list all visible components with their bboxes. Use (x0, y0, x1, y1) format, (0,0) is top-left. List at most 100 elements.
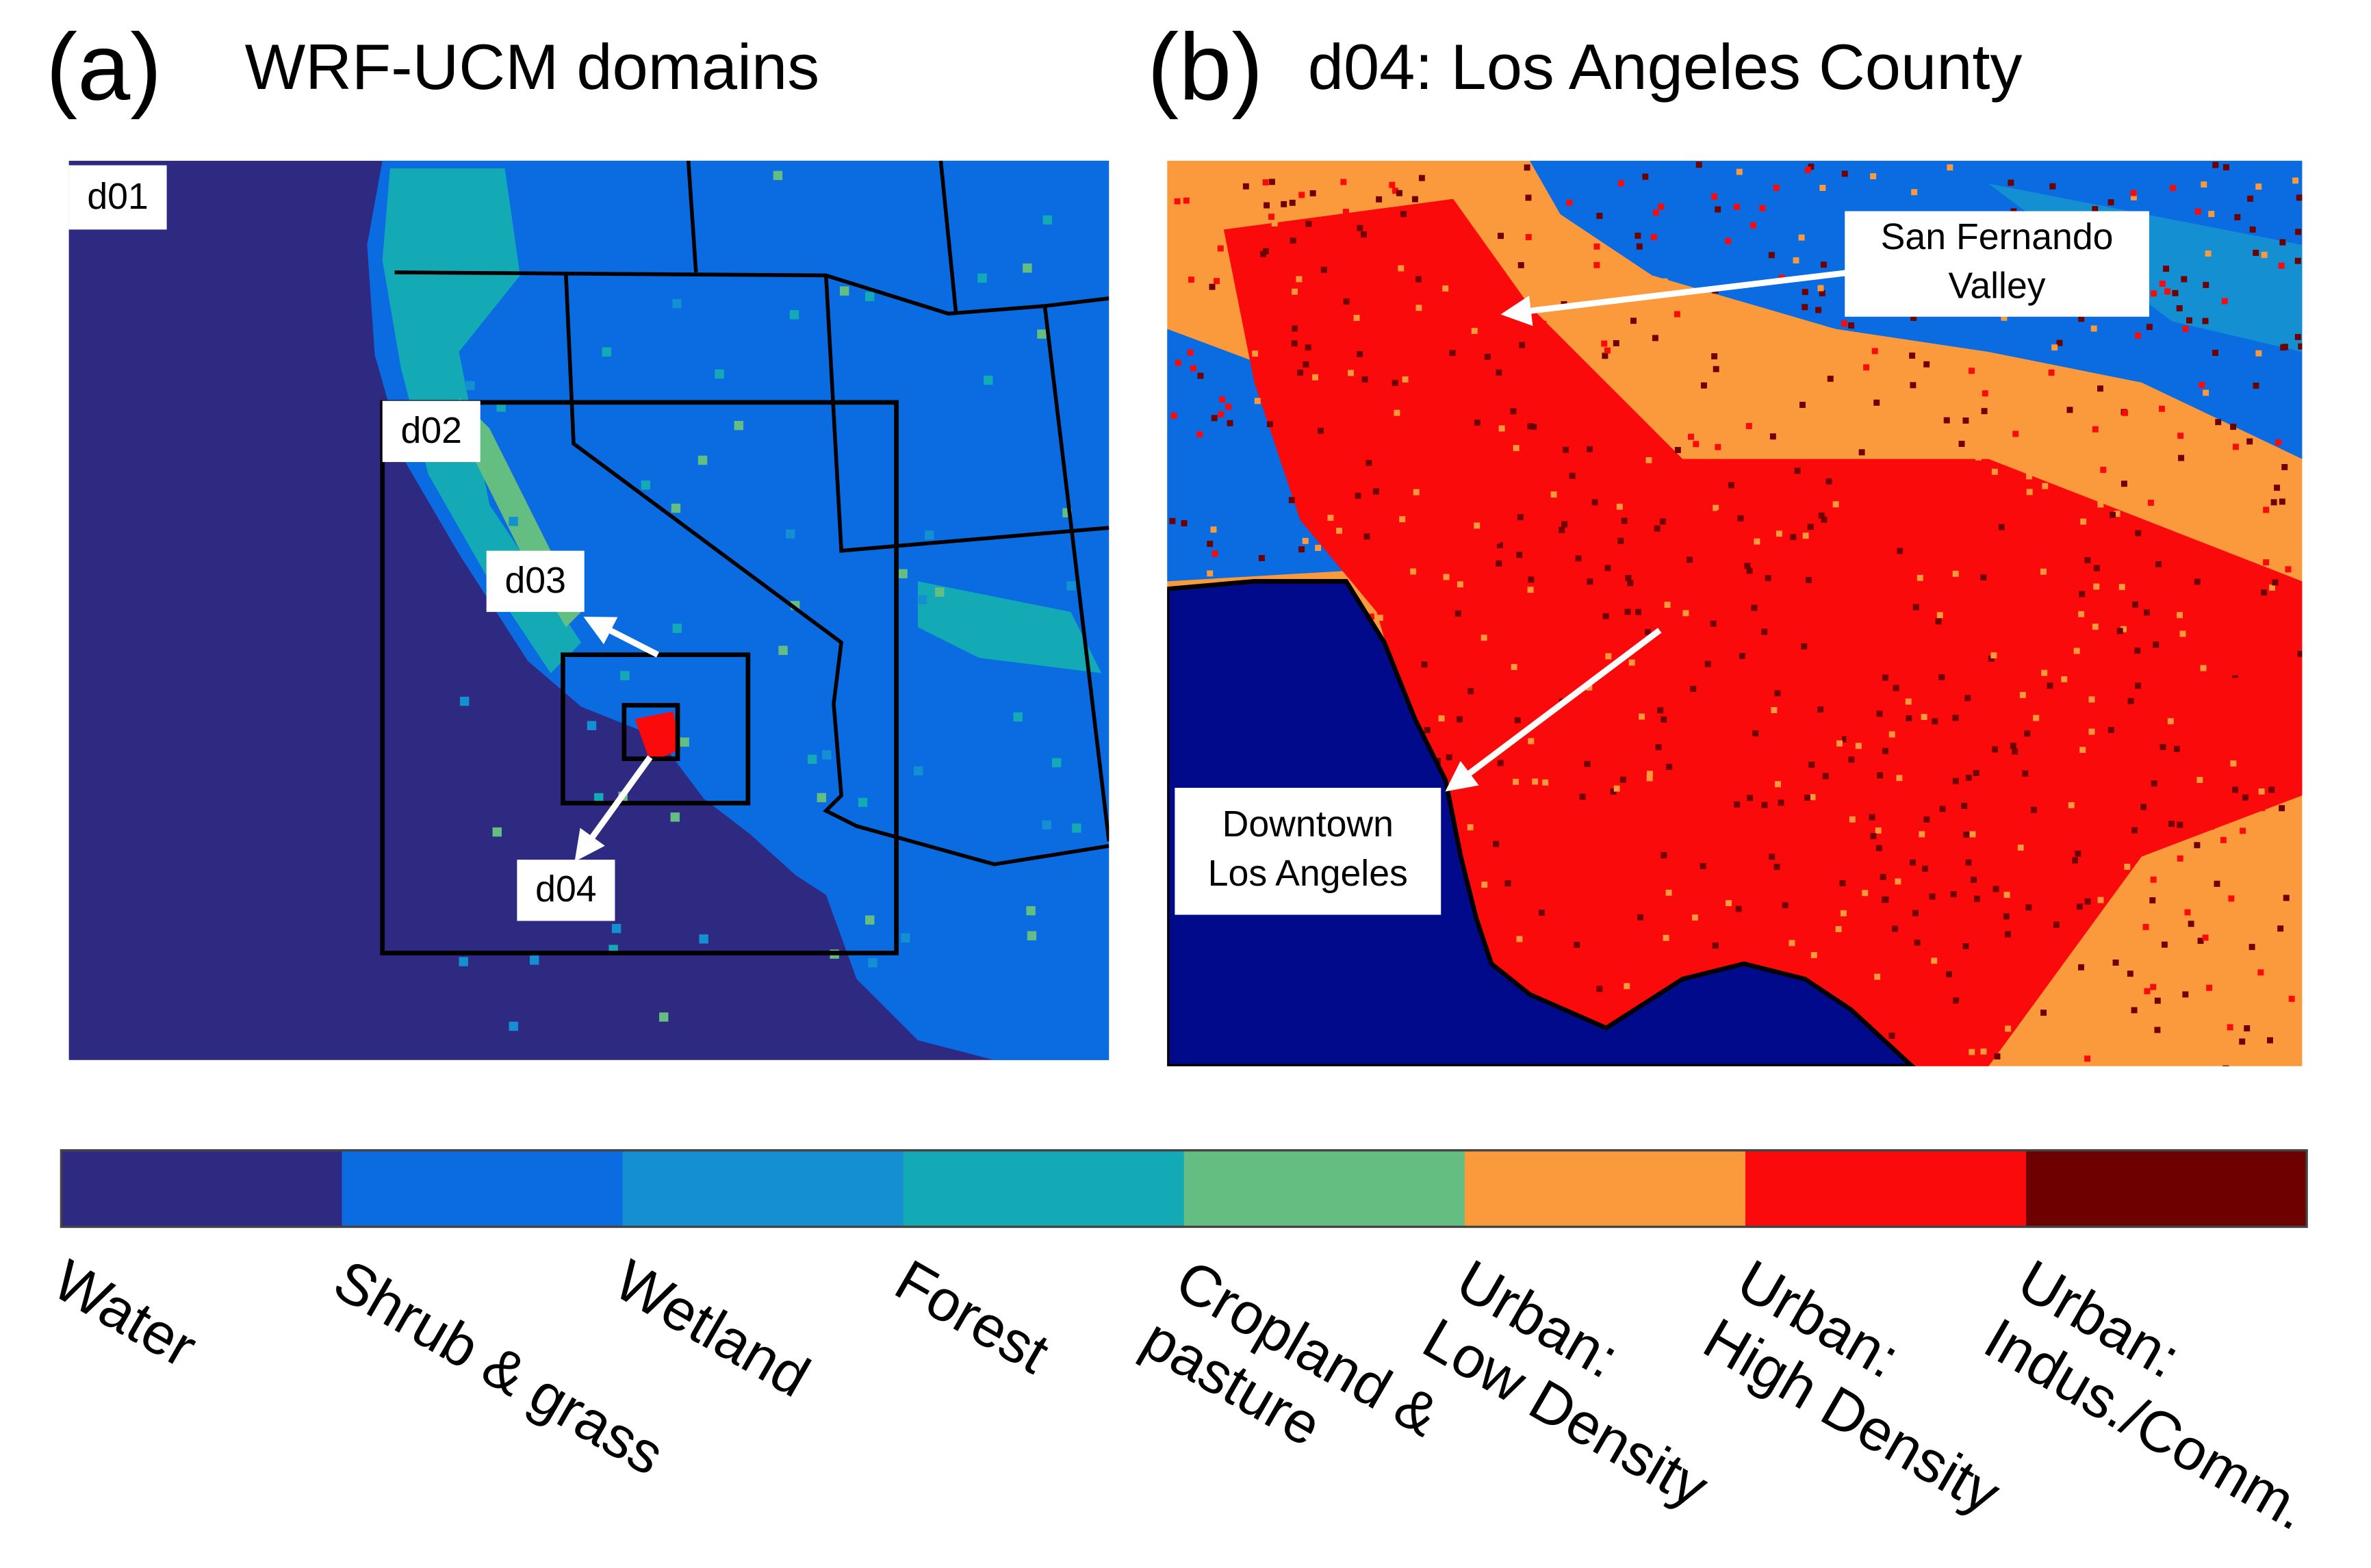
land-pixel (2201, 181, 2207, 188)
land-pixel (2140, 804, 2147, 810)
land-pixel (977, 273, 987, 283)
land-pixel (1817, 285, 1824, 292)
land-pixel (1318, 427, 1324, 434)
land-pixel (1579, 793, 1586, 800)
land-pixel (1657, 707, 1664, 714)
land-pixel (1871, 348, 1878, 355)
land-pixel (2279, 239, 2286, 246)
land-pixel (2227, 1024, 2233, 1031)
land-pixel (1825, 478, 1832, 485)
land-pixel (1858, 449, 1865, 456)
land-pixel (1289, 199, 1296, 206)
land-pixel (1210, 526, 1217, 533)
land-pixel (1991, 468, 1998, 475)
land-pixel (611, 923, 621, 934)
land-pixel (2008, 179, 2014, 186)
land-pixel (1935, 618, 1942, 625)
land-pixel (2272, 579, 2279, 586)
land-pixel (1848, 756, 1855, 763)
land-pixel (1266, 421, 1273, 428)
land-pixel (2061, 676, 2068, 682)
land-pixel (1503, 472, 1510, 479)
land-pixel (1596, 212, 1603, 219)
land-pixel (1698, 892, 1705, 899)
land-pixel (1923, 361, 1930, 368)
land-pixel (2120, 480, 2127, 487)
domain-label-box (517, 860, 615, 921)
land-pixel (1368, 613, 1374, 620)
land-pixel (2228, 895, 2235, 902)
annotation: Downtown (1222, 804, 1394, 845)
land-pixel (1639, 713, 1645, 720)
land-pixel (1513, 778, 1519, 785)
land-pixel (1170, 412, 1177, 419)
land-pixel (2253, 249, 2259, 256)
land-pixel (1909, 352, 1916, 359)
land-pixel (1994, 1053, 2001, 1059)
legend-label-line: Wetland (604, 1247, 821, 1409)
land-pixel (2120, 626, 2127, 632)
land-pixel (1768, 252, 1775, 259)
land-pixel (2177, 409, 2183, 415)
land-pixel (1532, 778, 1539, 785)
land-pixel (1527, 423, 1534, 430)
land-pixel (1659, 518, 1666, 525)
land-pixel (1903, 526, 1910, 533)
land-pixel (1556, 415, 1563, 422)
land-pixel (1318, 344, 1325, 350)
land-pixel (1880, 873, 1886, 880)
land-pixel (1190, 365, 1196, 372)
land-pixel (1911, 189, 1918, 196)
domain-label: d03 (504, 560, 565, 601)
land-pixel (2084, 557, 2091, 564)
land-pixel (1793, 257, 1799, 264)
land-pixel (1869, 814, 1875, 821)
land-pixel (1613, 785, 1620, 792)
land-pixel (2164, 288, 2171, 295)
land-pixel (1389, 632, 1395, 639)
land-pixel (1862, 890, 1869, 897)
land-pixel (1746, 567, 1753, 574)
land-pixel (1910, 314, 1917, 321)
land-pixel (1407, 221, 1413, 228)
land-pixel (1360, 231, 1367, 238)
land-pixel (1962, 943, 1969, 949)
land-pixel (2051, 344, 2058, 351)
land-pixel (2261, 251, 2268, 258)
land-pixel (2295, 229, 2302, 235)
land-pixel (1288, 497, 1295, 504)
land-pixel (1262, 179, 1269, 185)
land-pixel (2049, 183, 2056, 190)
land-pixel (1411, 196, 1418, 203)
state-border (938, 160, 958, 314)
land-pixel (1601, 340, 1608, 347)
land-pixel (1778, 799, 1784, 806)
annotation: San Fernando (1881, 216, 2114, 257)
land-pixel (465, 381, 475, 391)
land-pixel (1559, 526, 1565, 533)
land-pixel (1743, 725, 1750, 732)
land-pixel (2147, 500, 2154, 506)
land-pixel (1713, 365, 1719, 372)
land-pixel (1895, 878, 1901, 885)
land-pixel (1896, 415, 1903, 422)
land-pixel (1290, 237, 1296, 244)
land-pixel (1181, 520, 1188, 526)
land-pixel (2220, 836, 2227, 843)
land-pixel (2208, 211, 2215, 218)
land-pixel (2253, 383, 2259, 389)
land-pixel (2118, 584, 2125, 591)
land-pixel (1704, 660, 1711, 667)
land-pixel (2255, 350, 2262, 357)
land-pixel (1759, 669, 1766, 676)
land-pixel (1617, 537, 1624, 544)
land-pixel (1644, 629, 1651, 635)
land-pixel (1921, 714, 1927, 721)
land-pixel (1646, 775, 1653, 782)
land-pixel (1794, 467, 1801, 474)
land-pixel (1909, 859, 1916, 866)
land-pixel (1858, 923, 1865, 929)
land-pixel (1504, 880, 1511, 887)
